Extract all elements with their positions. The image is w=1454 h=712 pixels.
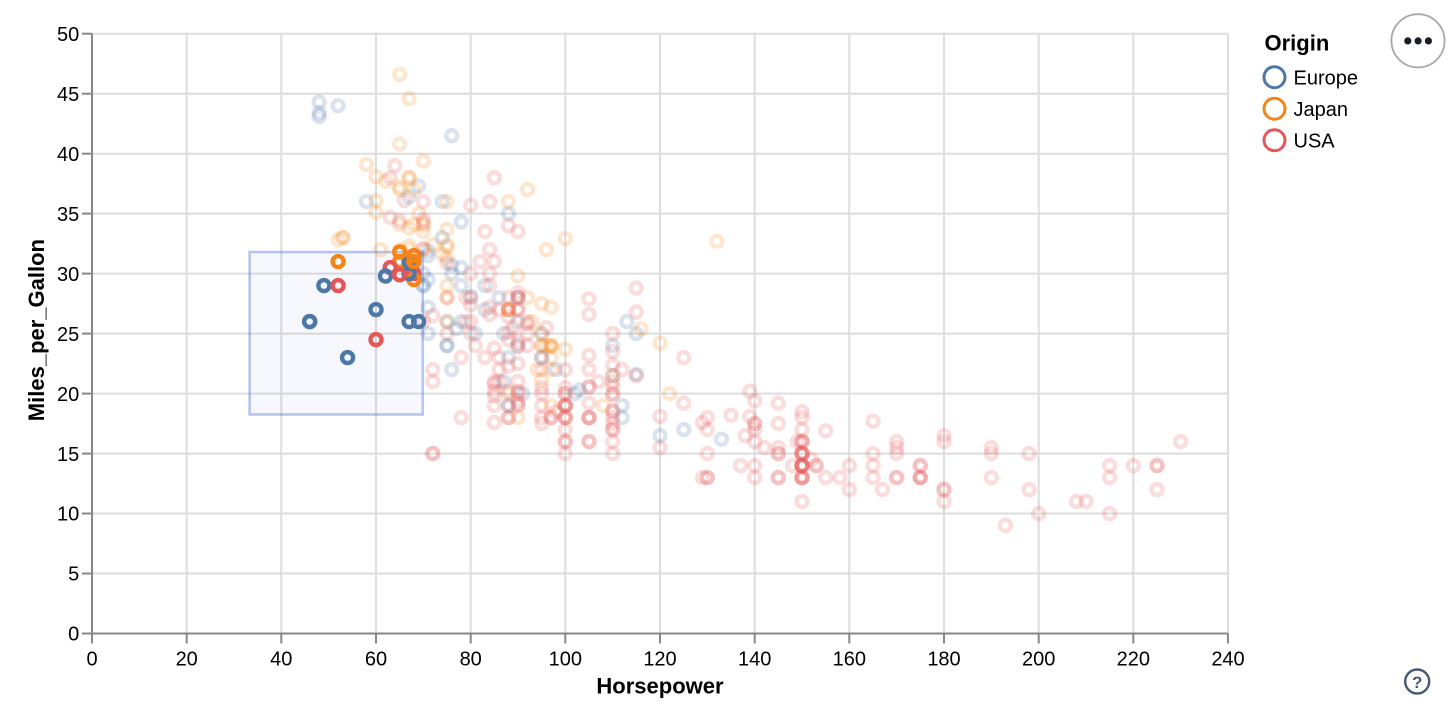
svg-text:60: 60 <box>365 648 387 670</box>
svg-text:10: 10 <box>57 504 79 526</box>
svg-text:Japan: Japan <box>1294 99 1349 121</box>
svg-text:40: 40 <box>57 144 79 166</box>
svg-text:140: 140 <box>738 648 771 670</box>
svg-text:0: 0 <box>68 624 79 646</box>
svg-text:45: 45 <box>57 84 79 106</box>
svg-text:160: 160 <box>833 648 866 670</box>
svg-text:Europe: Europe <box>1294 67 1359 89</box>
svg-text:180: 180 <box>927 648 960 670</box>
svg-text:Horsepower: Horsepower <box>596 674 724 699</box>
svg-text:35: 35 <box>57 204 79 226</box>
svg-text:USA: USA <box>1294 130 1336 152</box>
svg-text:15: 15 <box>57 444 79 466</box>
svg-text:50: 50 <box>57 24 79 46</box>
svg-text:20: 20 <box>57 384 79 406</box>
svg-text:5: 5 <box>68 564 79 586</box>
svg-text:25: 25 <box>57 324 79 346</box>
svg-text:120: 120 <box>643 648 676 670</box>
svg-text:80: 80 <box>460 648 482 670</box>
svg-text:240: 240 <box>1211 648 1244 670</box>
svg-text:100: 100 <box>549 648 582 670</box>
svg-text:40: 40 <box>270 648 292 670</box>
svg-text:Miles_per_Gallon: Miles_per_Gallon <box>24 239 49 421</box>
svg-text:30: 30 <box>57 264 79 286</box>
svg-text:?: ? <box>1412 673 1422 692</box>
svg-text:220: 220 <box>1117 648 1150 670</box>
svg-text:20: 20 <box>176 648 198 670</box>
svg-text:200: 200 <box>1022 648 1055 670</box>
svg-text:0: 0 <box>86 648 97 670</box>
svg-text:Origin: Origin <box>1265 30 1330 55</box>
